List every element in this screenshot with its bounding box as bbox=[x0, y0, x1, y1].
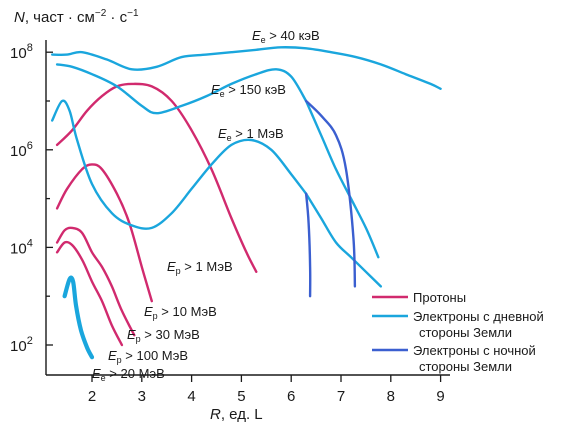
curve-electron-day-5 bbox=[55, 63, 308, 115]
y-tick-label: 108 bbox=[10, 42, 33, 62]
y-ticks: 102 104 106 108 bbox=[10, 42, 53, 355]
curve-electron-day-6 bbox=[51, 99, 308, 230]
x-tick-label: 4 bbox=[187, 388, 195, 405]
curve-proton-2 bbox=[55, 226, 136, 337]
legend-label-electrons-night: Электроны с ночной bbox=[413, 343, 536, 358]
x-tick-label: 8 bbox=[387, 388, 395, 405]
curve-electron-night-10 bbox=[304, 192, 312, 298]
label-p1M: Ep > 1 МэВ bbox=[167, 259, 233, 276]
series-curves bbox=[51, 46, 442, 360]
x-tick-label: 5 bbox=[237, 388, 245, 405]
x-tick-label: 6 bbox=[287, 388, 295, 405]
label-p10M: Ep > 10 МэВ bbox=[144, 304, 217, 321]
curve-labels: Ee > 40 кэВ Ee > 150 кэВ Ee > 1 МэВ Ep >… bbox=[92, 28, 320, 383]
curve-electron-day-8 bbox=[304, 192, 382, 288]
legend-item-electrons-day: Электроны с дневной стороны Земли bbox=[372, 309, 544, 340]
y-tick-label: 106 bbox=[10, 140, 33, 160]
label-e150k: Ee > 150 кэВ bbox=[211, 82, 286, 99]
chart-title-symbol: N bbox=[14, 9, 25, 26]
label-p30M: Ep > 30 МэВ bbox=[127, 327, 200, 344]
legend-label-electrons-day-2: стороны Земли bbox=[419, 325, 512, 340]
legend-item-electrons-night: Электроны с ночной стороны Земли bbox=[372, 343, 536, 374]
x-tick-label: 2 bbox=[88, 388, 96, 405]
label-e20M: Ee > 20 МэВ bbox=[92, 366, 165, 383]
chart-title-mid: · с bbox=[106, 9, 127, 26]
label-e1M: Ee > 1 МэВ bbox=[218, 126, 284, 143]
curve-electron-day-7 bbox=[304, 99, 380, 259]
y-tick-label: 104 bbox=[10, 237, 33, 257]
svg-text:N, част · см−2 · с−1: N, част · см−2 · с−1 bbox=[14, 8, 139, 26]
x-tick-label: 3 bbox=[138, 388, 146, 405]
x-axis-label-symbol: R bbox=[210, 406, 221, 423]
curve-proton-3 bbox=[55, 240, 124, 347]
chart-title-exp2: −1 bbox=[127, 8, 139, 19]
label-e40k: Ee > 40 кэВ bbox=[252, 28, 320, 45]
curve-electron-day-4 bbox=[51, 46, 442, 90]
x-tick-label: 9 bbox=[436, 388, 444, 405]
curve-proton-1 bbox=[55, 163, 153, 303]
curve-proton-0 bbox=[55, 82, 258, 273]
legend-item-protons: Протоны bbox=[372, 290, 466, 305]
legend-label-electrons-day: Электроны с дневной bbox=[413, 309, 544, 324]
curve-electron-night-9 bbox=[304, 99, 357, 288]
chart-title: N, част · см−2 · с−1 bbox=[14, 8, 139, 26]
chart-title-exp1: −2 bbox=[95, 8, 107, 19]
y-tick-label: 102 bbox=[10, 335, 33, 355]
x-tick-label: 7 bbox=[337, 388, 345, 405]
curve-electron-low-11 bbox=[62, 275, 95, 360]
x-axis: 2 3 4 5 6 7 8 9 R, ед. L bbox=[46, 374, 450, 423]
legend: Протоны Электроны с дневной стороны Земл… bbox=[372, 290, 544, 374]
chart-title-rest: , част · см bbox=[25, 9, 95, 26]
x-axis-label-rest: , ед. L bbox=[221, 406, 263, 423]
legend-label-electrons-night-2: стороны Земли bbox=[419, 359, 512, 374]
y-axis: 102 104 106 108 bbox=[10, 40, 53, 375]
label-p100M: Ep > 100 МэВ bbox=[108, 348, 188, 365]
x-axis-label: R, ед. L bbox=[210, 406, 263, 423]
legend-label-protons: Протоны bbox=[413, 290, 466, 305]
x-ticks: 2 3 4 5 6 7 8 9 bbox=[88, 375, 445, 405]
